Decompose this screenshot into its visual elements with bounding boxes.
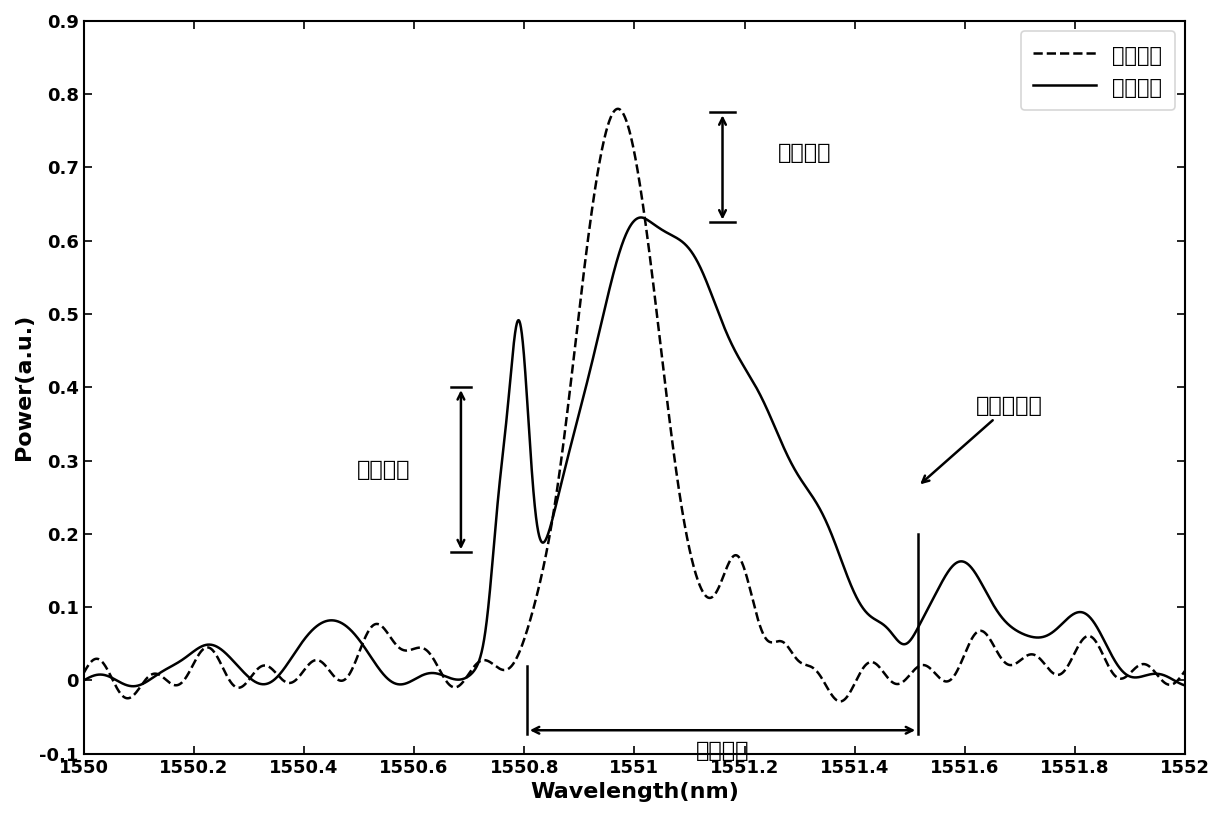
退化光谱 — [634, 213, 649, 223]
正常光谱 — [1177, 666, 1192, 676]
正常光谱 — [611, 104, 625, 113]
Text: 波形不对称: 波形不对称 — [922, 396, 1043, 482]
Line: 正常光谱: 正常光谱 — [83, 109, 1185, 702]
退化光谱 — [776, 442, 791, 452]
正常光谱 — [832, 697, 847, 707]
退化光谱 — [728, 347, 743, 357]
退化光谱 — [894, 638, 908, 648]
正常光谱 — [475, 655, 490, 665]
Text: 展宽变宽: 展宽变宽 — [695, 741, 749, 761]
退化光谱 — [132, 681, 147, 690]
X-axis label: Wavelength(nm): Wavelength(nm) — [530, 782, 739, 802]
Y-axis label: Power(a.u.): Power(a.u.) — [13, 314, 34, 460]
正常光谱 — [952, 662, 967, 672]
正常光谱 — [728, 550, 743, 560]
正常光谱 — [776, 637, 791, 647]
退化光谱 — [1177, 681, 1192, 690]
Text: 光强变弱: 光强变弱 — [777, 143, 831, 163]
正常光谱 — [894, 678, 908, 688]
退化光谱 — [952, 557, 967, 566]
退化光谱 — [475, 643, 490, 653]
Line: 退化光谱: 退化光谱 — [83, 218, 1185, 686]
Legend: 正常光谱, 退化光谱: 正常光谱, 退化光谱 — [1021, 31, 1175, 110]
退化光谱 — [126, 681, 141, 691]
退化光谱 — [76, 676, 91, 685]
正常光谱 — [132, 684, 147, 694]
正常光谱 — [76, 668, 91, 678]
Text: 旁瓣增加: 旁瓣增加 — [357, 459, 410, 480]
